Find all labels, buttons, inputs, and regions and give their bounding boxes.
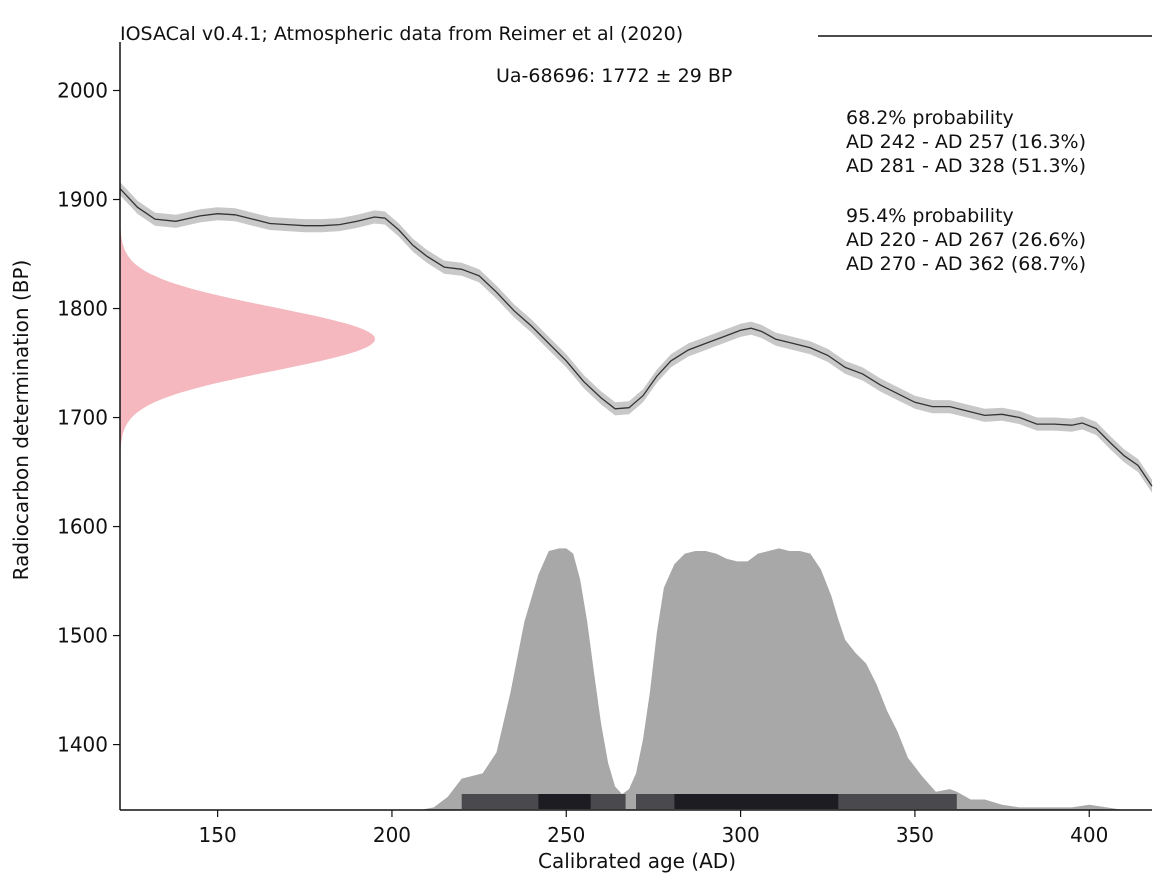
x-tick-label-400: 400 [1070, 823, 1108, 847]
y-tick-label-1900: 1900 [57, 188, 108, 212]
calibration-curve-band [120, 182, 1152, 493]
measurement-distribution-layer [120, 206, 375, 472]
chart-title: IOSACal v0.4.1; Atmospheric data from Re… [120, 23, 683, 45]
x-tick-label-200: 200 [373, 823, 411, 847]
x-tick-label-300: 300 [722, 823, 760, 847]
y-tick-label-2000: 2000 [57, 79, 108, 103]
prob-range-95-1: AD 220 - AD 267 (26.6%) [846, 229, 1086, 251]
hpd-bar-68.2-2 [538, 794, 591, 809]
hpd-bar-68.2-3 [674, 794, 839, 809]
calibration-curve-line [119, 188, 1153, 487]
prob-range-95-2: AD 270 - AD 362 (68.7%) [846, 253, 1086, 275]
hpd-bars-layer [461, 794, 957, 809]
prob-heading-68: 68.2% probability [846, 107, 1014, 129]
probability-block-95: 95.4% probability AD 220 - AD 267 (26.6%… [846, 205, 1086, 275]
y-tick-label-1700: 1700 [57, 406, 108, 430]
x-tick-label-250: 250 [547, 823, 585, 847]
calibrated-distribution [419, 548, 1152, 810]
axes-layer: 150 200 250 300 350 400 1400 1500 1600 1700 1800 19… [57, 42, 1152, 847]
probability-block-68: 68.2% probability AD 242 - AD 257 (16.3%… [846, 107, 1086, 177]
x-tick-label-150: 150 [199, 823, 237, 847]
y-tick-label-1800: 1800 [57, 297, 108, 321]
prob-range-68-2: AD 281 - AD 328 (51.3%) [846, 155, 1086, 177]
calibration-band-layer [119, 182, 1153, 493]
calibrated-distribution-layer [419, 548, 1152, 810]
measurement-gaussian [120, 206, 375, 472]
sample-label: Ua-68696: 1772 ± 29 BP [496, 65, 732, 87]
y-tick-label-1500: 1500 [57, 624, 108, 648]
prob-heading-95: 95.4% probability [846, 205, 1014, 227]
x-axis-label: Calibrated age (AD) [538, 849, 736, 873]
prob-range-68-1: AD 242 - AD 257 (16.3%) [846, 131, 1086, 153]
y-axis-label: Radiocarbon determination (BP) [9, 260, 33, 581]
y-tick-label-1400: 1400 [57, 733, 108, 757]
y-tick-label-1600: 1600 [57, 515, 108, 539]
x-tick-label-350: 350 [896, 823, 934, 847]
